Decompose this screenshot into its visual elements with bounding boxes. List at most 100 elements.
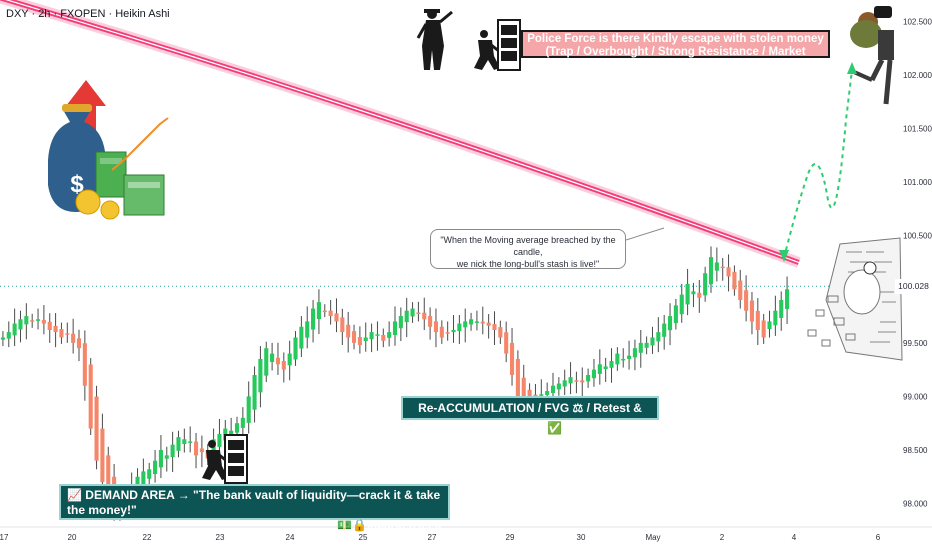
arrow-head (847, 62, 857, 74)
candle-body (492, 324, 497, 330)
candle-body (463, 321, 468, 328)
candle-body (539, 394, 544, 396)
demand-area-banner: 📈 DEMAND AREA → "The bank vault of liqui… (59, 484, 450, 532)
current-price-tag: 100.028 (895, 279, 932, 295)
candle-body (439, 326, 444, 338)
candle-body (732, 271, 737, 290)
candle-body (632, 348, 637, 358)
candle-body (369, 332, 374, 340)
candle-body (299, 326, 304, 349)
candle-body (346, 324, 351, 338)
candle-body (12, 323, 17, 336)
y-tick-label: 102.500 (903, 17, 932, 26)
candle-body (773, 310, 778, 326)
candle-body (153, 460, 158, 475)
candle-body (164, 455, 169, 459)
candle-body (264, 348, 269, 376)
candle-body (351, 331, 357, 343)
y-tick-label: 101.000 (903, 178, 932, 187)
candle-body (199, 448, 204, 453)
candle-body (703, 273, 708, 296)
candle-body (316, 302, 321, 320)
candle-body (767, 321, 772, 329)
x-tick-label: 24 (286, 533, 295, 542)
candle-body (398, 316, 403, 329)
candle-body (404, 310, 409, 323)
candle-body (650, 337, 655, 346)
dotted-escape-arrow (783, 69, 853, 259)
candle-body (41, 320, 46, 324)
candle-body (416, 312, 421, 314)
candle-body (234, 423, 240, 433)
y-tick-label: 98.000 (903, 500, 928, 509)
x-tick-label: 20 (68, 533, 77, 542)
candle-body (556, 383, 561, 390)
candle-body (311, 308, 316, 330)
y-tick-label: 102.000 (903, 71, 932, 80)
price-axis[interactable]: 98.00098.50099.00099.500100.000100.50010… (903, 17, 932, 508)
candle-body (422, 312, 427, 320)
candle-body (662, 323, 667, 337)
candle-body (480, 321, 485, 324)
candle-body (779, 300, 784, 318)
demand-line-2: 💵🔒#MarketHeist (337, 518, 442, 532)
police-warning-banner: Police Force is there Kindly escape with… (521, 30, 830, 71)
candle-body (182, 439, 187, 444)
candle-body (188, 441, 193, 443)
candle-body (586, 375, 591, 382)
candle-body (568, 377, 573, 384)
candle-body (71, 333, 76, 343)
x-tick-label: 29 (506, 533, 515, 542)
candle-body (193, 441, 199, 456)
candle-body (738, 280, 743, 300)
candle-body (65, 333, 70, 335)
candle-body (428, 315, 433, 327)
candle-body (433, 321, 439, 333)
candle-body (387, 332, 392, 338)
candle-body (697, 292, 702, 298)
running-thief-icon (850, 6, 894, 105)
x-tick-label: 4 (792, 533, 797, 542)
thief-vault-icon (202, 434, 248, 484)
candle-body (761, 320, 766, 338)
candle-body (591, 369, 597, 379)
candle-body (270, 353, 275, 362)
reaccumulation-banner: Re-ACCUMULATION / FVG ⚖ / Retest & Confi… (401, 396, 659, 435)
candle-body (609, 361, 614, 368)
candle-body (656, 332, 661, 342)
candle-body (469, 319, 474, 325)
x-tick-label: 30 (577, 533, 586, 542)
candle-body (720, 266, 725, 269)
candle-body (240, 417, 245, 428)
candle-body (550, 385, 556, 393)
broken-wall-icon (807, 237, 903, 361)
candle-body (679, 294, 684, 315)
candle-body (445, 332, 450, 334)
candle-body (35, 319, 41, 321)
x-tick-label: 22 (143, 533, 152, 542)
candle-body (328, 310, 333, 317)
candle-body (334, 313, 339, 322)
candle-body (357, 336, 362, 345)
candle-body (673, 305, 678, 324)
x-tick-label: May (645, 533, 660, 542)
candle-body (82, 343, 87, 386)
candle-body (76, 338, 82, 349)
police-officer-icon (416, 9, 453, 70)
candle-body (158, 450, 163, 468)
candle-body (170, 444, 175, 458)
moving-average-band (0, 0, 801, 268)
candle-body (293, 337, 298, 360)
candle-body (0, 337, 5, 340)
y-tick-label: 98.500 (903, 446, 928, 455)
candle-body (141, 471, 146, 487)
time-axis[interactable]: 17 20 22 23 24 25 27 29 30 May 2 4 6 (0, 526, 932, 542)
bubble-pointer (625, 227, 665, 241)
candle-body (100, 428, 105, 483)
candle-body (621, 358, 626, 361)
candle-body (580, 380, 585, 383)
candle-body (53, 325, 58, 333)
candle-body (363, 337, 368, 341)
x-tick-label: 6 (876, 533, 881, 542)
